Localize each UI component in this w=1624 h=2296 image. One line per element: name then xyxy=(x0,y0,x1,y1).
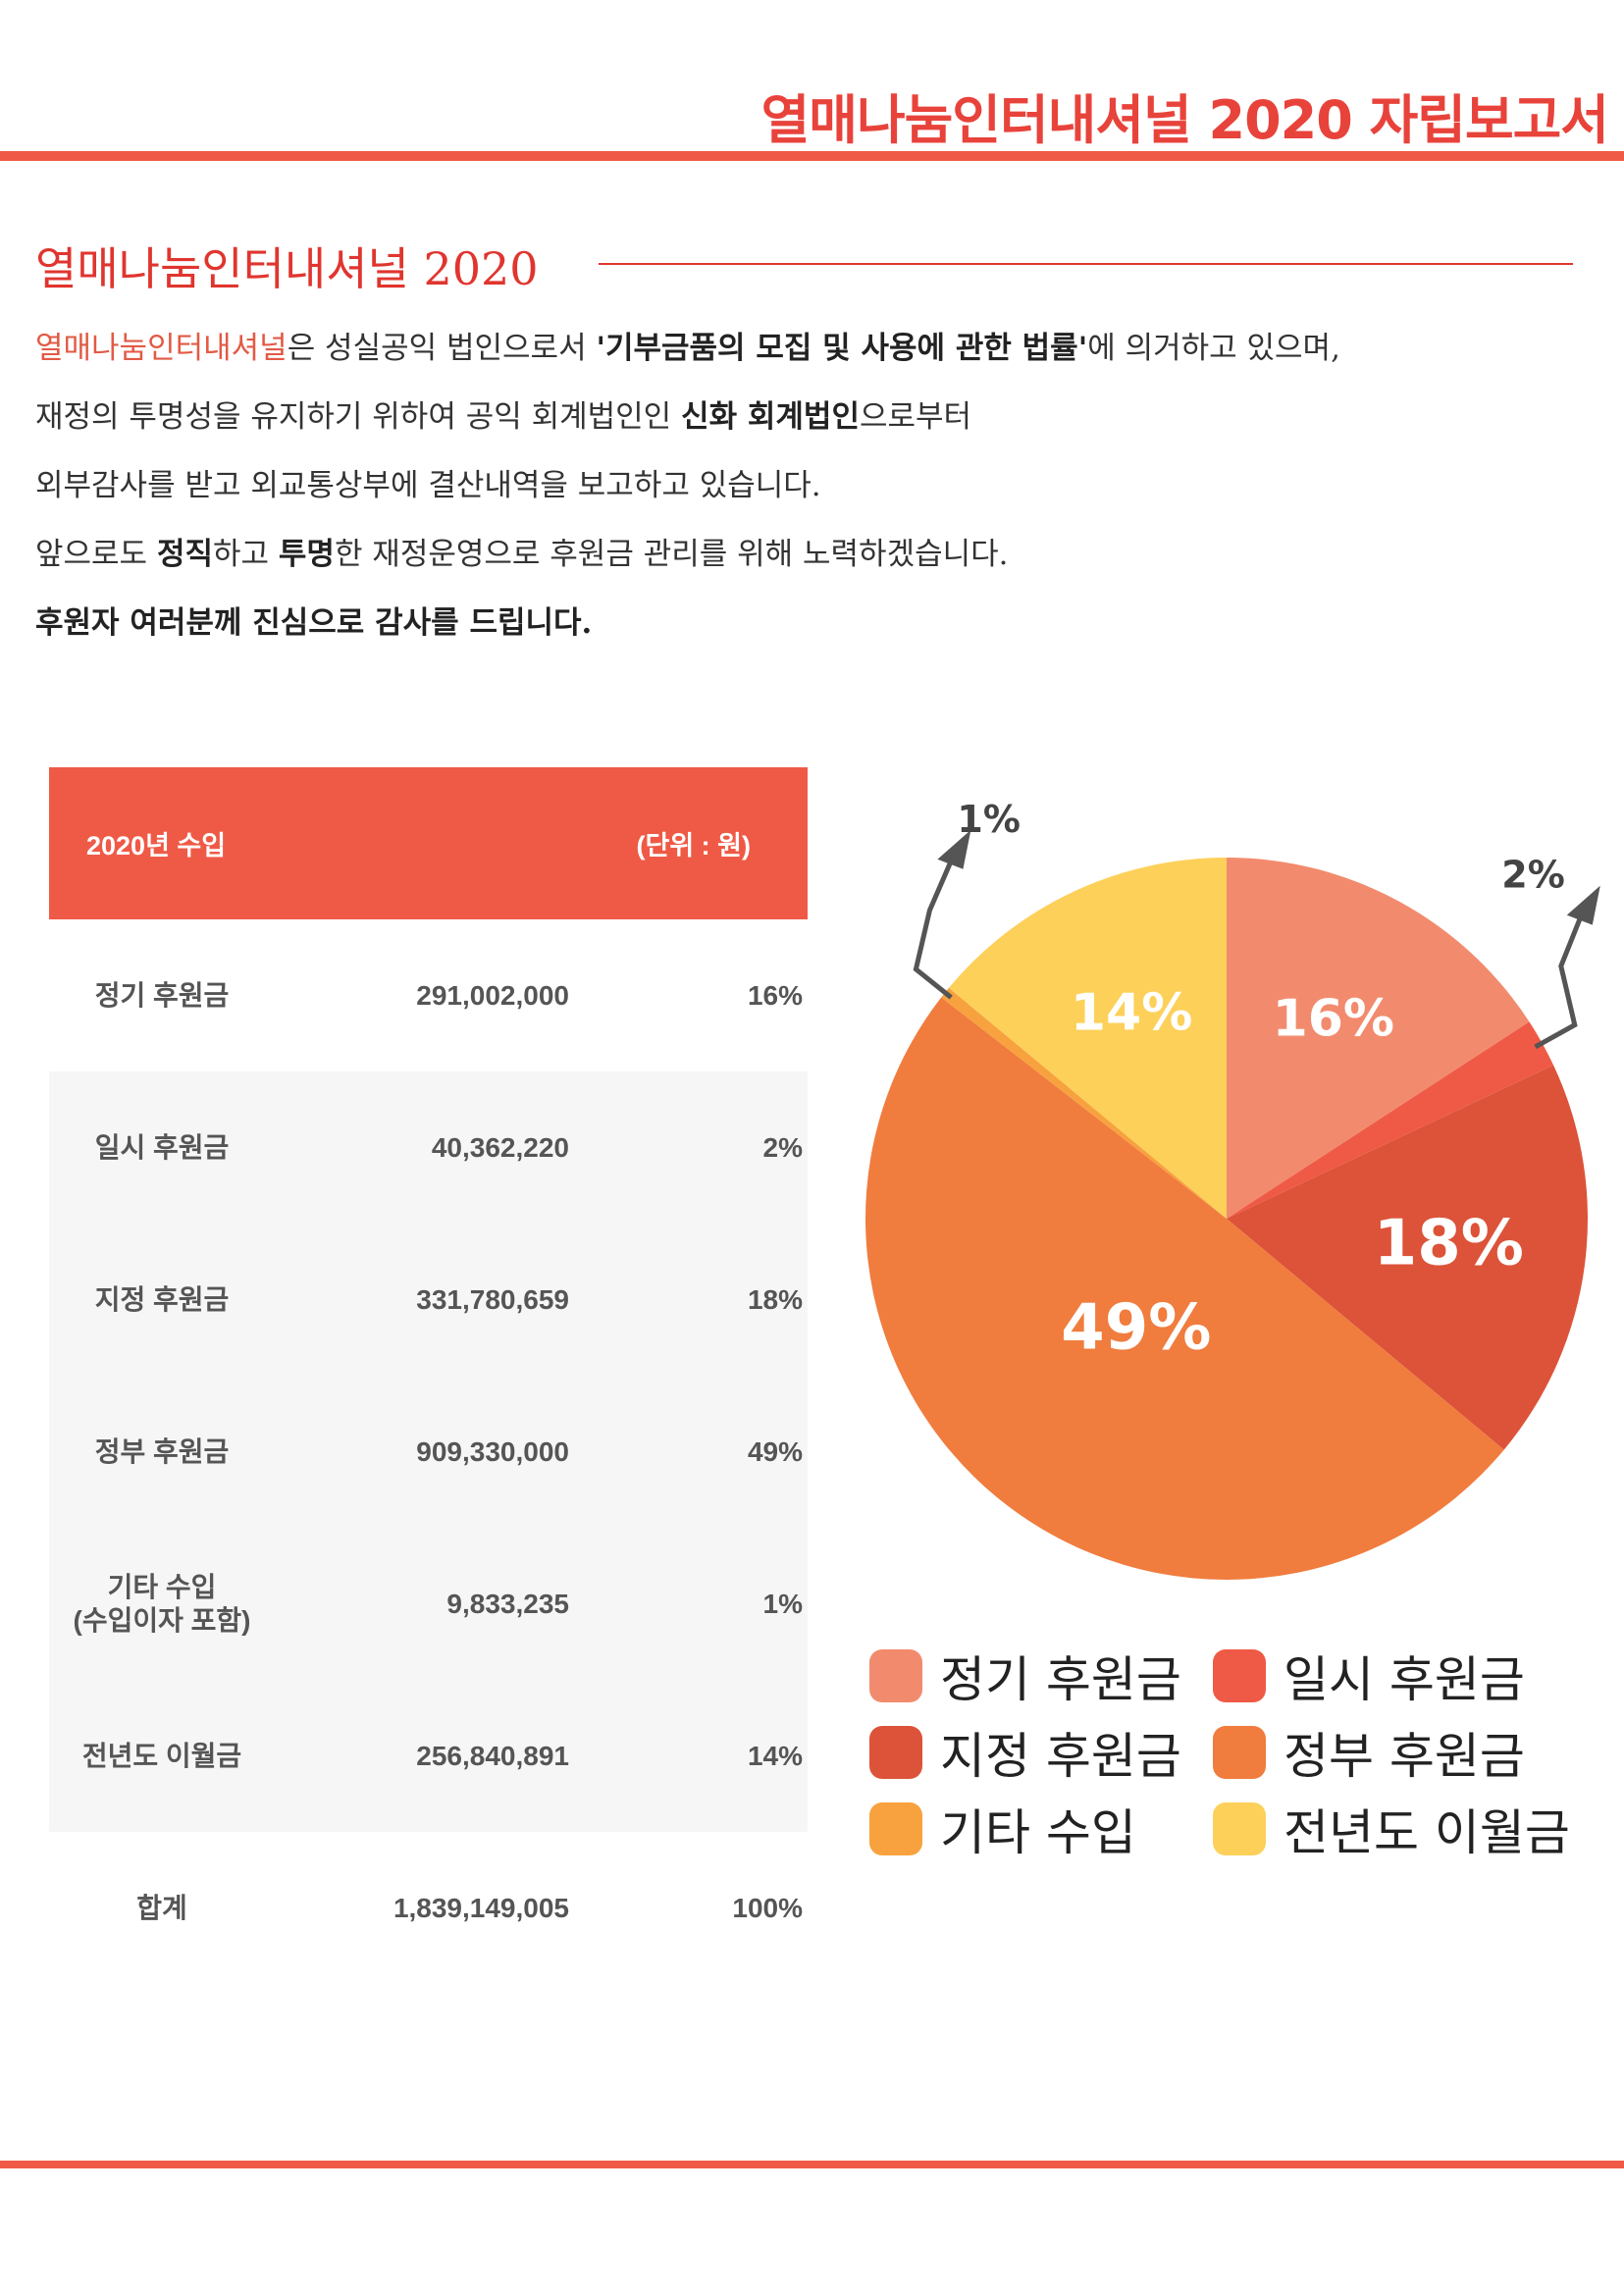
table-row: 정기 후원금 291,002,000 16% xyxy=(94,979,803,1011)
section-title-rule xyxy=(599,263,1573,265)
income-table: 2020년 수입 (단위 : 원) 정기 후원금 291,002,000 16%… xyxy=(49,767,808,1984)
intro-line-2: 재정의 투명성을 유지하기 위하여 공익 회계법인인 신화 회계법인으로부터 xyxy=(35,399,972,435)
legend-item: 기타 수입 xyxy=(869,1794,1136,1864)
table-row: 기타 수입 (수입이자 포함) 9,833,235 1% xyxy=(49,1528,808,1680)
pie-slice xyxy=(864,997,1504,1581)
income-table-title: 2020년 수입 xyxy=(86,831,227,861)
legend-item: 지정 후원금 xyxy=(869,1717,1181,1788)
pie-data-label: 14% xyxy=(1071,983,1192,1042)
legend-swatch xyxy=(1213,1802,1266,1855)
pie-data-label: 16% xyxy=(1273,989,1394,1048)
pie-chart-svg: 16% 18% 49% 14% 2% 1% xyxy=(864,798,1600,1581)
table-row: 일시 후원금 40,362,220 2% xyxy=(49,1071,808,1224)
pie-slice xyxy=(948,858,1227,1219)
table-total-row: 합계 1,839,149,005 100% xyxy=(49,1832,808,1984)
pie-slice xyxy=(1227,1065,1588,1450)
intro-text: 열매나눔인터내셔널은 성실공익 법인으로서 '기부금품의 모집 및 사용에 관한… xyxy=(35,314,1596,657)
legend-item: 일시 후원금 xyxy=(1213,1641,1525,1711)
pie-slice xyxy=(941,987,1227,1219)
intro-line-1: 열매나눔인터내셔널은 성실공익 법인으로서 '기부금품의 모집 및 사용에 관한… xyxy=(35,331,1340,366)
section-title: 열매나눔인터내셔널 2020 xyxy=(35,242,539,295)
report-title: 열매나눔인터내셔널 2020 자립보고서 xyxy=(760,89,1609,151)
intro-line-4: 앞으로도 정직하고 투명한 재정운영으로 후원금 관리를 위해 노력하겠습니다. xyxy=(35,537,1009,572)
pie-slice xyxy=(1227,858,1530,1219)
bottom-divider xyxy=(0,2161,1624,2168)
intro-line-3: 외부감사를 받고 외교통상부에 결산내역을 보고하고 있습니다. xyxy=(35,468,821,503)
pie-callout-label: 2% xyxy=(1501,854,1565,897)
legend-swatch xyxy=(869,1802,922,1855)
legend-item: 정부 후원금 xyxy=(1213,1717,1525,1788)
pie-data-label: 18% xyxy=(1374,1208,1524,1280)
income-table-unit: (단위 : 원) xyxy=(636,831,752,861)
table-row: 정부 후원금 909,330,000 49% xyxy=(49,1376,808,1528)
legend-item: 전년도 이월금 xyxy=(1213,1794,1570,1864)
callout-arrowhead xyxy=(937,829,971,869)
callout-arrowhead xyxy=(1566,885,1600,925)
org-name: 열매나눔인터내셔널 xyxy=(35,331,288,366)
legend-item: 정기 후원금 xyxy=(869,1641,1181,1711)
row-name-sub: (수입이자 포함) xyxy=(73,1604,251,1636)
legend-swatch xyxy=(1213,1726,1266,1779)
legend-swatch xyxy=(869,1726,922,1779)
row-name: 기타 수입 xyxy=(107,1571,217,1602)
pie-slice xyxy=(1227,1021,1554,1219)
legend-swatch xyxy=(869,1649,922,1702)
callout-line xyxy=(913,850,958,1000)
table-row: 전년도 이월금 256,840,891 14% xyxy=(49,1680,808,1832)
income-table-header: 2020년 수입 (단위 : 원) xyxy=(49,767,808,919)
pie-callout-label: 1% xyxy=(957,798,1021,841)
income-pie-chart: 16% 18% 49% 14% 2% 1% xyxy=(844,765,1624,1590)
legend-swatch xyxy=(1213,1649,1266,1702)
table-row: 지정 후원금 331,780,659 18% xyxy=(49,1224,808,1376)
intro-line-5: 후원자 여러분께 진심으로 감사를 드립니다. xyxy=(35,605,593,641)
callout-line xyxy=(1534,906,1588,1050)
pie-data-label: 49% xyxy=(1061,1291,1211,1364)
top-divider xyxy=(0,151,1624,161)
